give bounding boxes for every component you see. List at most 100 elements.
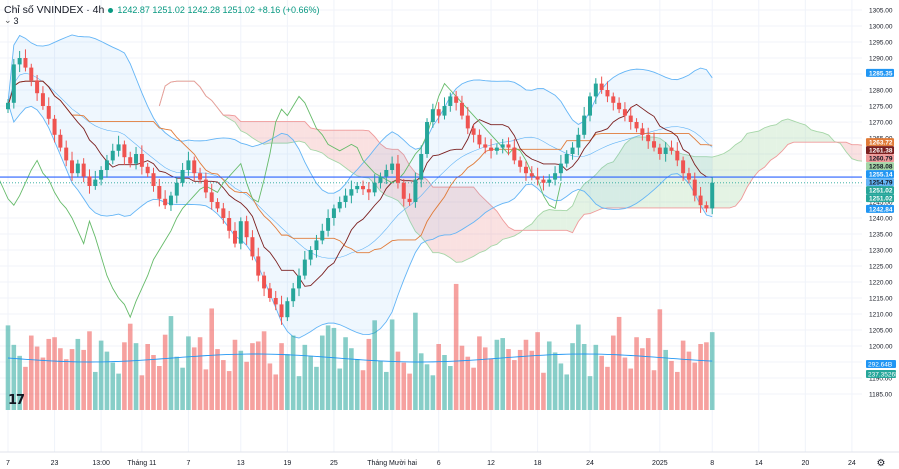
candle (564, 150, 569, 168)
candle (250, 230, 255, 261)
candle (128, 151, 133, 168)
candle (308, 246, 313, 266)
candle (75, 159, 80, 178)
cloud-segment (700, 156, 707, 208)
volume-bar (407, 373, 412, 410)
candle-body (46, 106, 51, 119)
candle-body (459, 102, 464, 116)
candle-body (512, 147, 517, 161)
time-tick-label: 13 (237, 460, 245, 467)
volume-bar (52, 337, 57, 410)
cloud-segment (293, 121, 299, 143)
candle-body (477, 134, 482, 145)
cloud-segment (304, 121, 311, 150)
candle (523, 161, 528, 181)
volume-bar (651, 370, 657, 410)
price-axis: 1185.001190.001195.001200.001205.001210.… (862, 0, 899, 452)
price-tick-label: 1205.00 (869, 328, 893, 335)
candle-body (535, 176, 540, 180)
candle-body (151, 173, 156, 186)
candle-body (99, 170, 104, 180)
candle (401, 178, 406, 207)
candle (617, 97, 622, 114)
candle-body (500, 144, 505, 148)
volume-bar (261, 331, 267, 410)
candle (174, 177, 179, 204)
price-marker-bg (866, 178, 894, 187)
volume-bar (448, 366, 453, 410)
volume-bar (63, 359, 69, 410)
candle-body (139, 154, 144, 167)
volume-bar (343, 337, 348, 410)
price-axis-bg (862, 0, 899, 452)
candle-body (419, 154, 424, 180)
candle (640, 122, 645, 141)
candle-body (599, 83, 604, 90)
cloud-segment (444, 187, 451, 258)
cloud-segment (601, 163, 608, 209)
volume-bar (360, 370, 366, 410)
candle-body (436, 109, 441, 116)
volume-bar (87, 331, 92, 410)
time-tick-label: 19 (283, 460, 291, 467)
indicators-toggle[interactable]: ⌄ 3 (4, 15, 19, 26)
candle (366, 182, 371, 201)
candle-body (168, 195, 173, 206)
volume-bar (58, 348, 63, 410)
volume-bar (98, 340, 104, 410)
candle-body (35, 80, 40, 94)
price-marker-bg (866, 186, 894, 195)
volume-bar (506, 349, 511, 410)
cloud-segment (333, 130, 340, 164)
price-marker-bg (866, 162, 894, 171)
candle (343, 188, 348, 208)
price-marker-bg (866, 146, 894, 155)
candle-body (378, 176, 383, 183)
candle-body (494, 147, 499, 151)
candle-body (29, 67, 34, 81)
chart-legend: Chỉ số VNINDEX · 4h 1242.87 1251.02 1242… (4, 3, 320, 17)
candle-body (116, 144, 121, 151)
volume-bar (372, 320, 377, 410)
candle-body (506, 144, 511, 148)
price-marker: 1251.02 (866, 194, 894, 203)
candle (221, 202, 226, 224)
volume-bar (482, 347, 488, 410)
cloud-segment (281, 121, 288, 144)
symbol-title[interactable]: Chỉ số VNINDEX · 4h (4, 4, 105, 16)
candle-body (425, 122, 430, 154)
candle (355, 182, 360, 194)
volume-bar (122, 342, 127, 410)
time-tick-label: 2025 (652, 460, 668, 467)
volume-bars (5, 283, 715, 410)
candle (407, 193, 412, 206)
candle (582, 106, 587, 139)
price-marker: 1254.79 (866, 178, 894, 187)
volume-bar (488, 358, 494, 410)
price-tick-label: 1200.00 (869, 344, 893, 351)
time-tick-label: 25 (330, 460, 338, 467)
volume-bar (17, 355, 22, 410)
candle (349, 180, 354, 204)
cloud-segment (258, 121, 265, 145)
candle-body (605, 90, 610, 97)
candle (302, 250, 307, 280)
cloud-segment (502, 219, 509, 240)
candle (710, 177, 715, 215)
cloud-segment (718, 153, 724, 208)
candle (192, 156, 197, 181)
candle (361, 180, 366, 195)
candle-body (343, 195, 348, 202)
volume-bar (255, 341, 261, 410)
volume-bar (622, 357, 628, 410)
volume-bar (290, 335, 296, 410)
candle (483, 137, 488, 154)
candle-body (588, 96, 592, 116)
gear-icon[interactable]: ⚙ (877, 458, 886, 469)
candle (419, 145, 424, 188)
candle (203, 172, 208, 199)
candle-body (192, 160, 197, 174)
cloud-segment (782, 118, 788, 152)
volume-bar (605, 366, 610, 410)
